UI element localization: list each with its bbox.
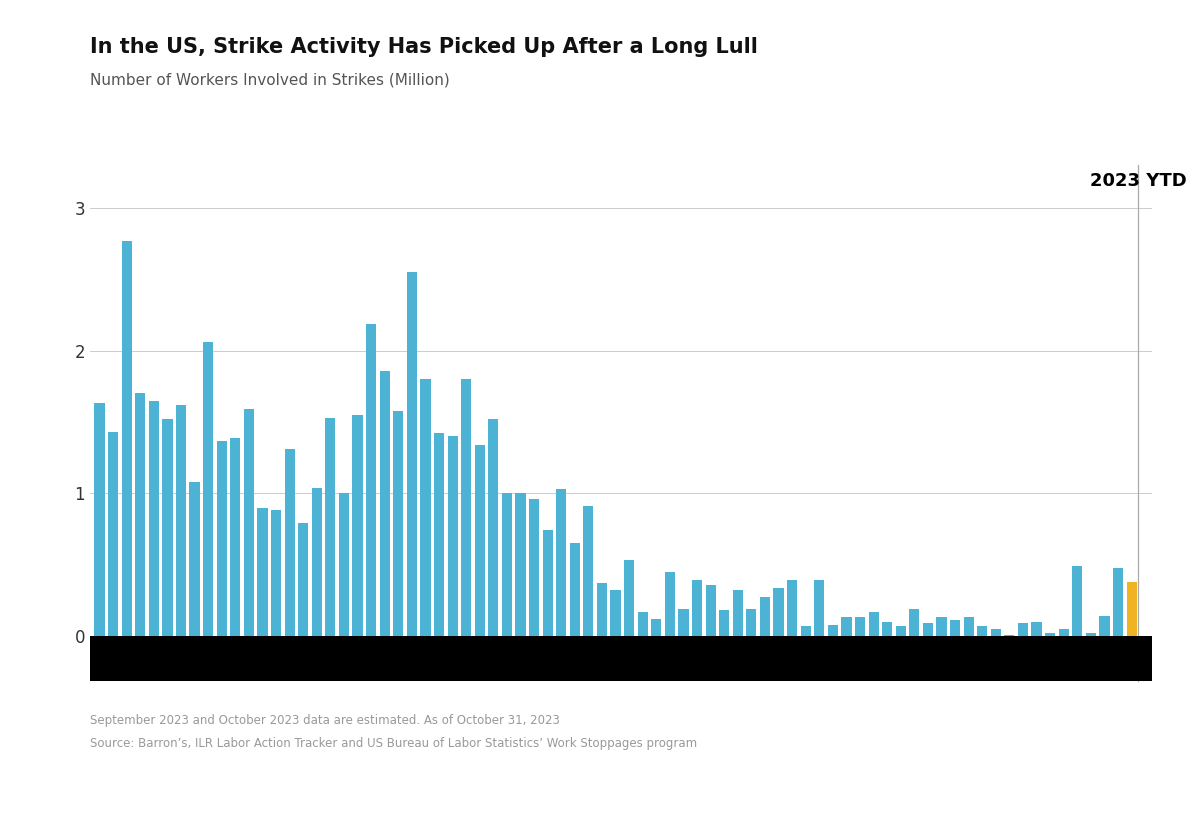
Bar bbox=[665, 572, 674, 636]
Bar bbox=[977, 626, 988, 636]
Bar bbox=[516, 493, 526, 636]
Bar bbox=[923, 623, 934, 636]
Bar bbox=[203, 342, 214, 636]
Bar bbox=[991, 629, 1001, 636]
Bar bbox=[502, 493, 512, 636]
Bar bbox=[787, 581, 797, 636]
Bar bbox=[95, 403, 104, 636]
Bar bbox=[149, 401, 158, 636]
Bar bbox=[637, 612, 648, 636]
Bar bbox=[176, 405, 186, 636]
Bar bbox=[596, 583, 607, 636]
Bar bbox=[284, 449, 295, 636]
Bar bbox=[475, 445, 485, 636]
Bar bbox=[692, 581, 702, 636]
Bar bbox=[136, 393, 145, 636]
Text: 2023 YTD: 2023 YTD bbox=[1090, 173, 1187, 190]
Bar bbox=[828, 624, 838, 636]
Bar bbox=[217, 440, 227, 636]
Bar bbox=[542, 530, 553, 636]
Bar bbox=[895, 626, 906, 636]
Bar bbox=[950, 620, 960, 636]
Bar bbox=[162, 419, 173, 636]
Bar bbox=[379, 371, 390, 636]
Bar bbox=[190, 482, 199, 636]
Bar bbox=[583, 506, 594, 636]
Bar bbox=[230, 438, 240, 636]
Bar bbox=[353, 415, 362, 636]
Text: In the US, Strike Activity Has Picked Up After a Long Lull: In the US, Strike Activity Has Picked Up… bbox=[90, 37, 758, 57]
Bar bbox=[1099, 616, 1110, 636]
Bar bbox=[1073, 566, 1082, 636]
Bar bbox=[434, 434, 444, 636]
Bar bbox=[1032, 622, 1042, 636]
Bar bbox=[964, 618, 973, 636]
Bar bbox=[488, 419, 498, 636]
Bar bbox=[244, 409, 254, 636]
Bar bbox=[448, 436, 457, 636]
Bar bbox=[312, 487, 322, 636]
Bar bbox=[407, 273, 416, 636]
Bar bbox=[760, 597, 770, 636]
Bar bbox=[774, 587, 784, 636]
Bar bbox=[325, 418, 336, 636]
Bar bbox=[1112, 567, 1123, 636]
Bar bbox=[257, 508, 268, 636]
Bar bbox=[652, 619, 661, 636]
Bar bbox=[1086, 634, 1096, 636]
Text: Number of Workers Involved in Strikes (Million): Number of Workers Involved in Strikes (M… bbox=[90, 73, 450, 88]
Bar bbox=[611, 591, 620, 636]
Bar bbox=[1058, 629, 1069, 636]
Bar bbox=[271, 510, 281, 636]
Text: September 2023 and October 2023 data are estimated. As of October 31, 2023: September 2023 and October 2023 data are… bbox=[90, 714, 560, 728]
Bar bbox=[910, 609, 919, 636]
Bar bbox=[1127, 582, 1136, 636]
Bar bbox=[1018, 623, 1028, 636]
Bar bbox=[121, 241, 132, 636]
Bar bbox=[678, 609, 689, 636]
Bar bbox=[298, 524, 308, 636]
Text: Source: Barron’s, ILR Labor Action Tracker and US Bureau of Labor Statistics’ Wo: Source: Barron’s, ILR Labor Action Track… bbox=[90, 737, 697, 750]
Bar bbox=[570, 544, 580, 636]
Bar bbox=[936, 618, 947, 636]
Bar bbox=[854, 618, 865, 636]
Bar bbox=[420, 379, 431, 636]
Bar bbox=[719, 610, 730, 636]
Bar bbox=[1004, 634, 1014, 636]
Bar bbox=[841, 618, 852, 636]
Bar bbox=[529, 499, 539, 636]
Bar bbox=[869, 612, 878, 636]
Bar bbox=[366, 324, 377, 636]
Bar bbox=[624, 560, 635, 636]
Bar bbox=[108, 432, 118, 636]
Bar bbox=[1045, 634, 1055, 636]
Bar bbox=[733, 591, 743, 636]
Bar bbox=[706, 585, 715, 636]
Bar bbox=[814, 581, 824, 636]
Bar bbox=[800, 626, 811, 636]
Bar bbox=[338, 493, 349, 636]
Bar bbox=[746, 609, 756, 636]
Bar bbox=[461, 379, 472, 636]
Bar bbox=[394, 411, 403, 636]
Bar bbox=[556, 489, 566, 636]
Bar bbox=[882, 622, 893, 636]
